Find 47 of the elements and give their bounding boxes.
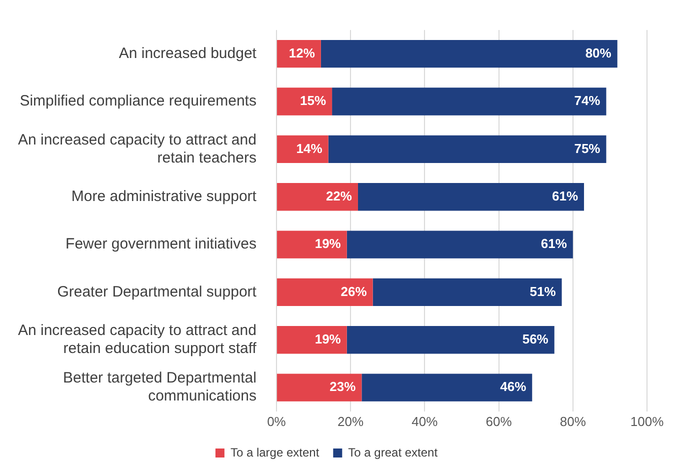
x-tick-label: 80% (560, 414, 586, 429)
x-tick-label: 40% (412, 414, 438, 429)
x-tick-label: 60% (486, 414, 512, 429)
bar (362, 374, 532, 402)
data-label: 19% (314, 236, 342, 252)
data-label: 14% (296, 140, 323, 156)
data-label: 46% (500, 379, 527, 394)
x-tick-label: 100% (630, 414, 664, 429)
legend-label: To a great extent (348, 445, 438, 460)
data-label: 74% (574, 93, 601, 108)
data-label: 80% (585, 45, 612, 60)
y-tick-label: Fewer government initiatives (66, 236, 256, 253)
x-tick-label: 0% (267, 414, 286, 429)
y-tick-label: Greater Departmental support (57, 283, 258, 300)
data-label: 51% (530, 284, 556, 299)
bar (276, 135, 328, 164)
bar (276, 374, 362, 402)
bar (346, 230, 573, 258)
bar (358, 183, 584, 211)
y-tick-label: Better targeted Departmental communications (63, 370, 256, 405)
bar (276, 278, 373, 306)
data-label: 12% (288, 45, 316, 60)
bar (332, 88, 606, 116)
data-label: 15% (300, 93, 326, 108)
y-tick-label: An increased capacity to attract and retain teachers (18, 131, 256, 166)
bar (346, 326, 554, 354)
y-tick-label: Simplified compliance requirements (20, 92, 256, 110)
y-tick-label: More administrative support (71, 188, 258, 206)
bar (372, 278, 562, 306)
data-label: 61% (552, 188, 578, 204)
bar (276, 88, 332, 116)
bar (276, 183, 358, 211)
data-label: 22% (326, 188, 352, 204)
y-tick-label: An increased budget (118, 44, 258, 62)
bar (328, 135, 606, 164)
x-tick-label: 20% (338, 414, 364, 429)
data-label: 61% (540, 236, 568, 252)
bar (276, 230, 347, 258)
y-tick-label: An increased capacity to attract and retain education support staff (18, 322, 258, 358)
data-label: 23% (330, 379, 356, 394)
bar (320, 40, 618, 68)
data-label: 19% (314, 331, 342, 346)
data-label: 56% (522, 331, 549, 346)
bar (276, 326, 347, 354)
data-label: 26% (340, 284, 368, 299)
data-label: 75% (574, 140, 601, 156)
legend-label: To a large extent (230, 445, 320, 460)
